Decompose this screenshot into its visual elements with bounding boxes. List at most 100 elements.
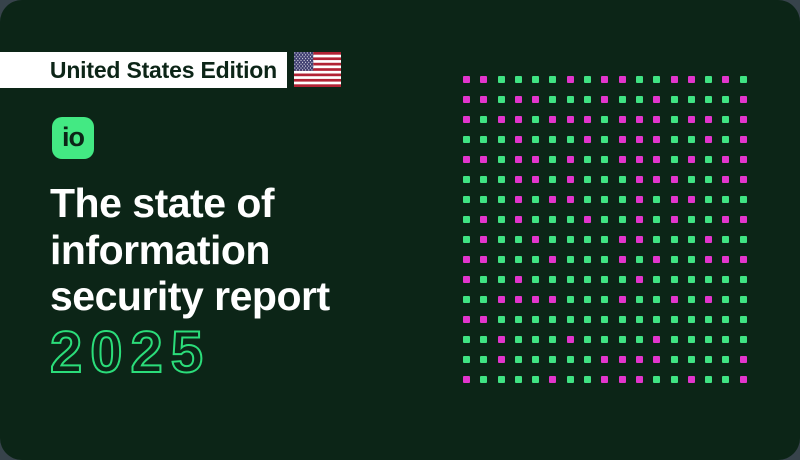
green-dot (739, 76, 747, 83)
green-dot (601, 196, 609, 203)
report-year: 2025 (49, 320, 212, 385)
green-dot (618, 96, 626, 103)
green-dot (705, 156, 713, 163)
green-dot (584, 276, 592, 283)
magenta-dot (687, 76, 695, 83)
magenta-dot (566, 76, 574, 83)
magenta-dot (739, 156, 747, 163)
green-dot (532, 356, 540, 363)
magenta-dot (653, 156, 661, 163)
green-dot (584, 256, 592, 263)
green-dot (722, 376, 730, 383)
report-title-line2: information (50, 226, 270, 273)
green-dot (705, 336, 713, 343)
green-dot (601, 136, 609, 143)
green-dot (463, 236, 470, 243)
magenta-dot (514, 216, 522, 223)
magenta-dot (739, 216, 747, 223)
magenta-dot (497, 116, 505, 123)
io-logo-text: io (62, 121, 85, 152)
magenta-dot (635, 236, 643, 243)
green-dot (480, 196, 488, 203)
green-dot (532, 196, 540, 203)
green-dot (497, 76, 505, 83)
magenta-dot (601, 376, 609, 383)
green-dot (532, 376, 540, 383)
magenta-dot (635, 276, 643, 283)
magenta-dot (618, 76, 626, 83)
green-dot (722, 136, 730, 143)
magenta-dot (480, 236, 488, 243)
green-dot (463, 136, 470, 143)
magenta-dot (584, 116, 592, 123)
magenta-dot (687, 196, 695, 203)
magenta-dot (549, 116, 557, 123)
magenta-dot (670, 196, 678, 203)
green-dot (705, 176, 713, 183)
green-dot (549, 96, 557, 103)
magenta-dot (463, 316, 470, 323)
magenta-dot (532, 156, 540, 163)
green-dot (532, 256, 540, 263)
green-dot (549, 156, 557, 163)
green-dot (566, 96, 574, 103)
green-dot (549, 76, 557, 83)
magenta-dot (532, 236, 540, 243)
green-dot (480, 336, 488, 343)
magenta-dot (739, 96, 747, 103)
green-dot (497, 236, 505, 243)
magenta-dot (549, 376, 557, 383)
green-dot (584, 76, 592, 83)
green-dot (601, 276, 609, 283)
green-dot (722, 296, 730, 303)
green-dot (497, 276, 505, 283)
magenta-dot (463, 376, 470, 383)
green-dot (618, 196, 626, 203)
green-dot (497, 136, 505, 143)
green-dot (687, 276, 695, 283)
green-dot (463, 196, 470, 203)
magenta-dot (739, 256, 747, 263)
magenta-dot (566, 156, 574, 163)
green-dot (705, 76, 713, 83)
green-dot (480, 376, 488, 383)
magenta-dot (739, 376, 747, 383)
green-dot (653, 276, 661, 283)
magenta-dot (635, 216, 643, 223)
magenta-dot (635, 116, 643, 123)
green-dot (514, 256, 522, 263)
green-dot (514, 76, 522, 83)
magenta-dot (618, 116, 626, 123)
green-dot (514, 236, 522, 243)
green-dot (670, 136, 678, 143)
magenta-dot (463, 156, 470, 163)
green-dot (705, 96, 713, 103)
green-dot (687, 256, 695, 263)
magenta-dot (463, 96, 470, 103)
green-dot (705, 196, 713, 203)
magenta-dot (514, 196, 522, 203)
magenta-dot (549, 296, 557, 303)
green-dot (532, 276, 540, 283)
magenta-dot (497, 296, 505, 303)
green-dot (584, 196, 592, 203)
magenta-dot (480, 76, 488, 83)
magenta-dot (601, 76, 609, 83)
magenta-dot (635, 156, 643, 163)
green-dot (532, 216, 540, 223)
green-dot (532, 336, 540, 343)
green-dot (497, 316, 505, 323)
edition-banner-label: United States Edition (49, 56, 277, 83)
green-dot (653, 296, 661, 303)
magenta-dot (687, 116, 695, 123)
magenta-dot (566, 196, 574, 203)
green-dot (687, 356, 695, 363)
green-dot (739, 276, 747, 283)
green-dot (549, 216, 557, 223)
green-dot (705, 356, 713, 363)
magenta-dot (514, 136, 522, 143)
magenta-dot (705, 236, 713, 243)
green-dot (497, 256, 505, 263)
magenta-dot (739, 116, 747, 123)
green-dot (687, 316, 695, 323)
